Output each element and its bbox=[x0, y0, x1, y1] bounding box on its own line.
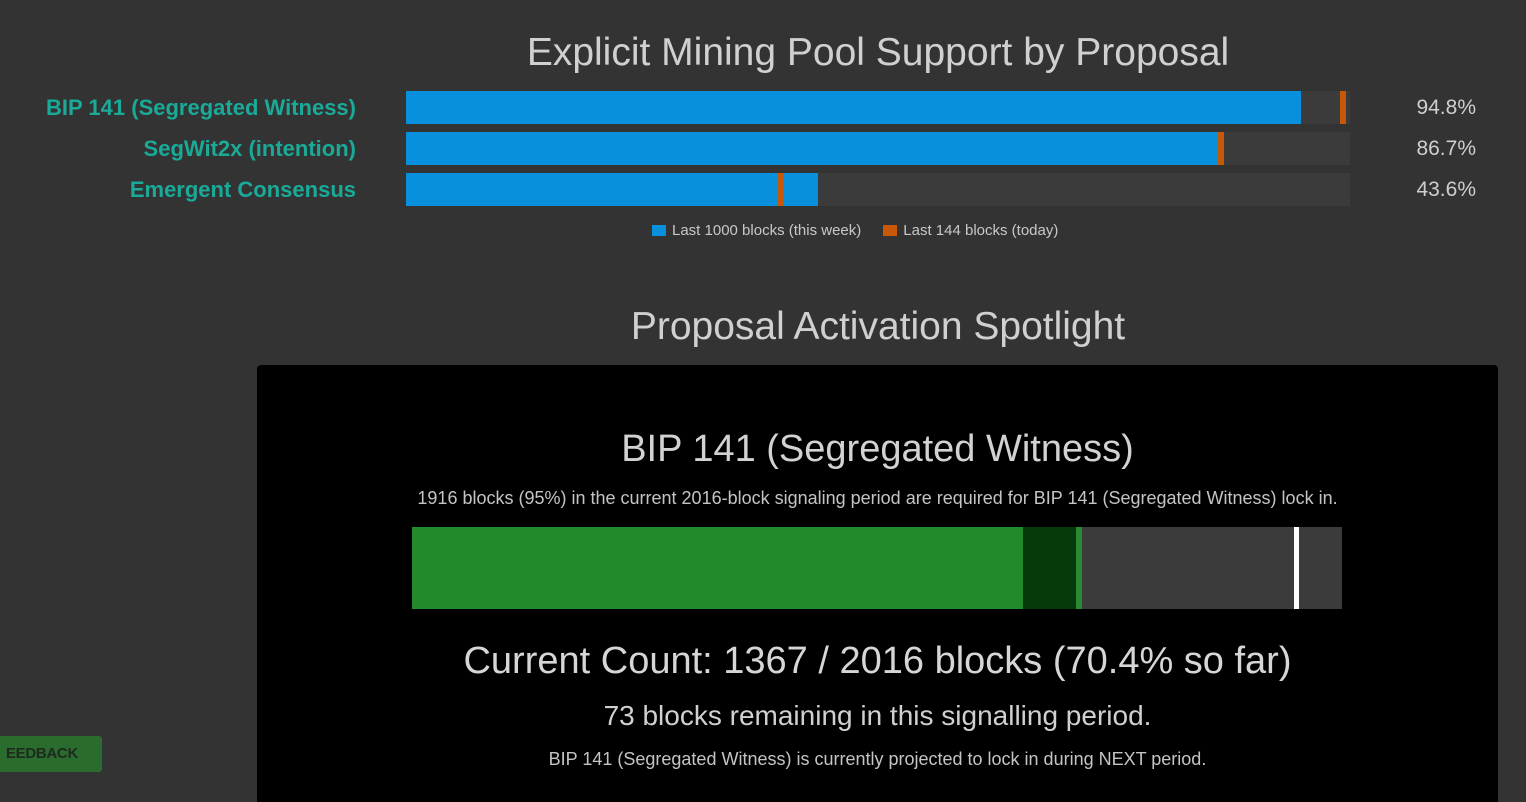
spotlight-projection: BIP 141 (Segregated Witness) is currentl… bbox=[548, 749, 1207, 769]
bar-percent-label: 86.7% bbox=[1416, 137, 1476, 160]
spotlight-remaining-blocks: 73 blocks remaining in this signalling p… bbox=[603, 700, 1152, 731]
bar-week[interactable] bbox=[406, 91, 1301, 124]
support-chart-title: Explicit Mining Pool Support by Proposal bbox=[526, 31, 1230, 74]
bar-week[interactable] bbox=[406, 132, 1225, 165]
spotlight-requirement-text: 1916 blocks (95%) in the current 2016-bl… bbox=[417, 488, 1338, 508]
proposal-label[interactable]: SegWit2x (intention) bbox=[143, 136, 356, 161]
legend-swatch-week bbox=[652, 225, 666, 236]
legend-label-today: Last 144 blocks (today) bbox=[903, 222, 1059, 239]
bar-track bbox=[406, 91, 1350, 124]
feedback-button[interactable]: EEDBACK bbox=[0, 736, 102, 772]
spotlight-current-count: Current Count: 1367 / 2016 blocks (70.4%… bbox=[463, 640, 1292, 682]
bar-percent-label: 94.8% bbox=[1416, 96, 1476, 119]
bar-track bbox=[406, 173, 1350, 206]
bar-week[interactable] bbox=[406, 173, 818, 206]
progress-signaled bbox=[412, 527, 1024, 609]
bar-today-marker[interactable] bbox=[1216, 132, 1223, 165]
bar-percent-label: 43.6% bbox=[1416, 178, 1476, 201]
activation-progress-bar bbox=[412, 527, 1342, 609]
bar-today-marker[interactable] bbox=[776, 173, 783, 206]
bar-today-marker[interactable] bbox=[1340, 91, 1347, 124]
progress-edge bbox=[1076, 527, 1082, 609]
chart-legend: Last 1000 blocks (this week) Last 144 bl… bbox=[652, 222, 1080, 239]
legend-label-week: Last 1000 blocks (this week) bbox=[672, 222, 862, 239]
bar-track bbox=[406, 132, 1350, 165]
legend-item-week[interactable]: Last 1000 blocks (this week) bbox=[652, 222, 861, 239]
proposal-label[interactable]: BIP 141 (Segregated Witness) bbox=[46, 95, 356, 120]
progress-recent bbox=[1023, 527, 1077, 609]
spotlight-proposal-name: BIP 141 (Segregated Witness) bbox=[621, 428, 1134, 470]
threshold-marker bbox=[1293, 527, 1299, 609]
spotlight-title: Proposal Activation Spotlight bbox=[630, 305, 1126, 348]
legend-item-today[interactable]: Last 144 blocks (today) bbox=[883, 222, 1058, 239]
legend-swatch-today bbox=[883, 225, 898, 236]
proposal-label[interactable]: Emergent Consensus bbox=[129, 177, 356, 202]
